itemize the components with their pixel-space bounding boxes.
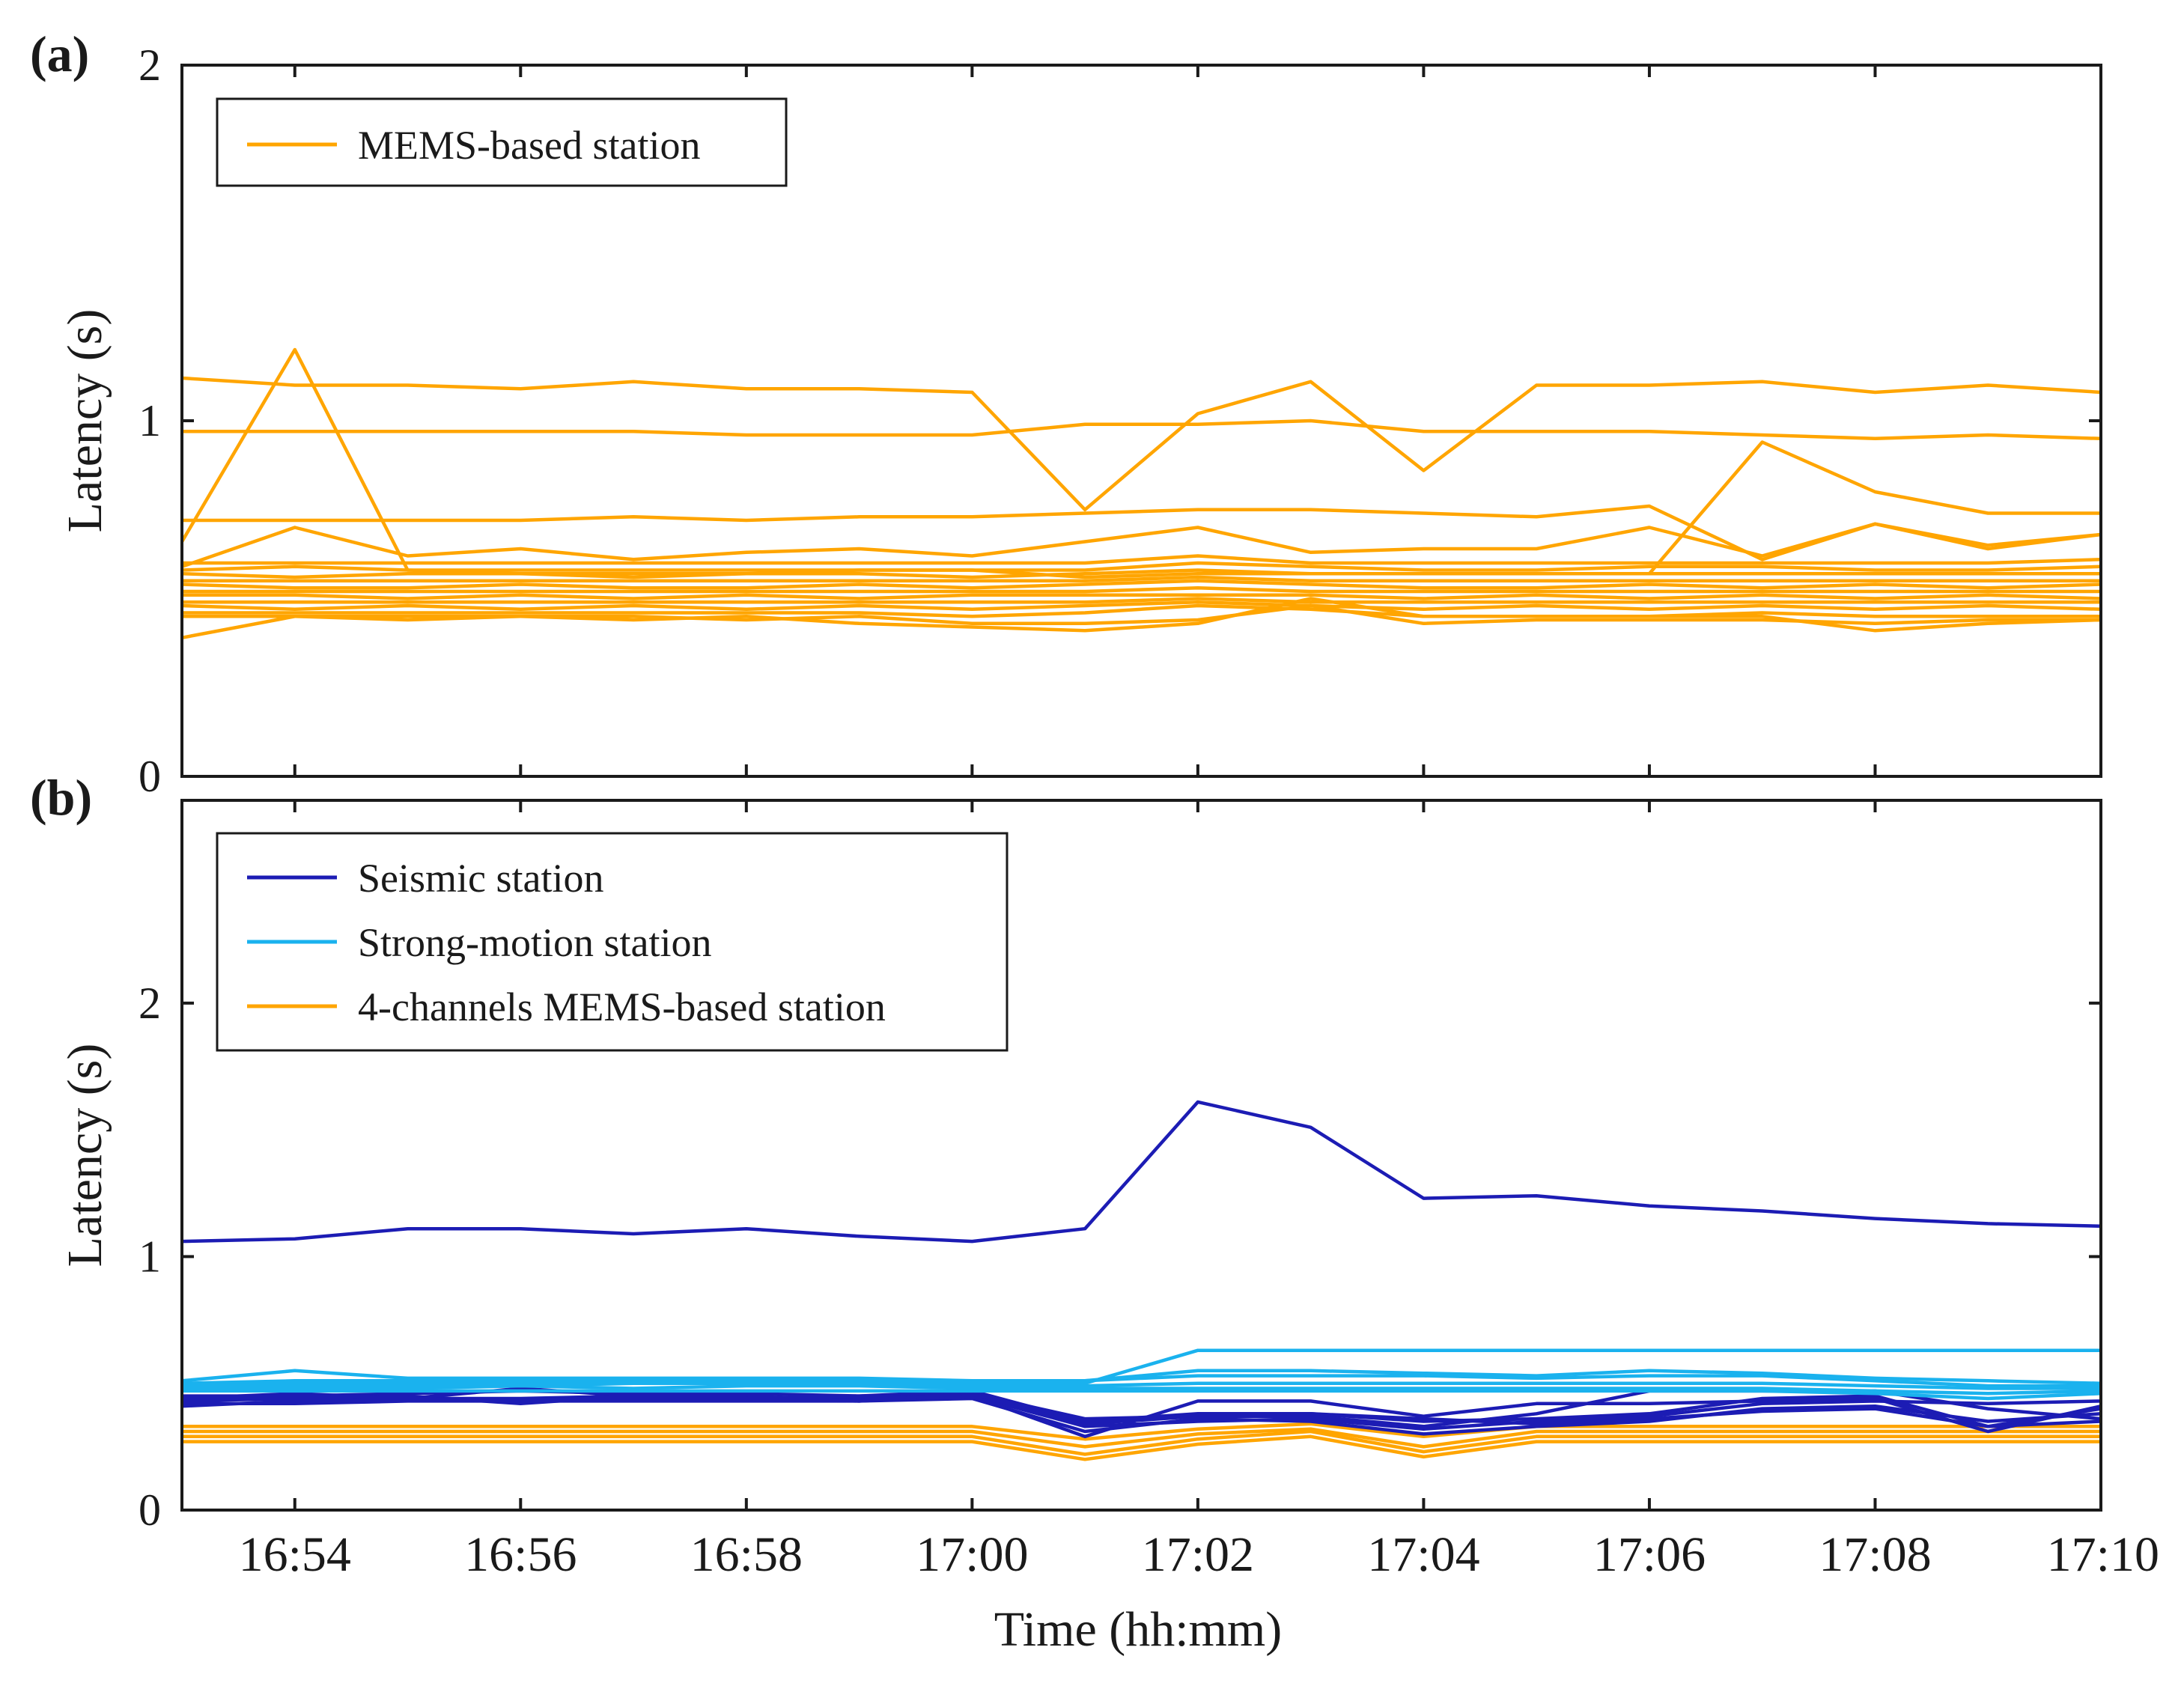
panel-b-y-tick-label-2: 2: [139, 979, 161, 1028]
panel-a-series-line-8: [182, 575, 2101, 583]
x-tick-label-8: 17:10: [2047, 1527, 2159, 1582]
panel-a-legend: MEMS-based station: [216, 97, 788, 187]
panel-a-series-line-0: [181, 376, 2102, 512]
panel-b-series-group: [181, 1100, 2102, 1461]
x-tick-label-2: 16:58: [690, 1527, 803, 1582]
panel-a-series-line-4: [181, 522, 2102, 568]
panel-b-series-line-0: [182, 1422, 2101, 1441]
x-tick-label-5: 17:04: [1367, 1527, 1479, 1582]
panel-a-tag: (a): [30, 25, 89, 82]
legend-label-4ch-mems: 4-channels MEMS-based station: [358, 984, 886, 1029]
panel-a-series-line-13: [181, 600, 2102, 612]
panel-b-y-tick-label-0: 0: [139, 1485, 161, 1535]
legend-label-seismic: Seismic station: [358, 856, 603, 901]
x-tick-label-4: 17:02: [1142, 1527, 1254, 1582]
panel-b-y-tick-label-1: 1: [139, 1232, 161, 1281]
panel-b-series-line-15: [182, 1384, 2102, 1396]
panel-a-series-line-10: [182, 586, 2101, 594]
panel-b-legend: Seismic station Strong-motion station 4-…: [216, 832, 1009, 1052]
panel-b-y-axis: 0 1 2: [139, 979, 2101, 1535]
x-tick-label-1: 16:56: [464, 1527, 577, 1582]
legend-label-mems: MEMS-based station: [358, 123, 700, 168]
panel-a-series-line-1: [182, 419, 2102, 441]
panel-b-legend-box: [216, 832, 1009, 1052]
panel-b-x-axis: 16:54 16:56 16:58 17:00 17:02 17:04 17:06 17:08…: [239, 800, 2159, 1582]
panel-a-series-line-7: [181, 568, 2101, 579]
panel-a: (a) 0 1 2 Latency (s) MEMS-based station: [30, 25, 2102, 801]
panel-b-series-line-11: [182, 1348, 2101, 1385]
panel-a-y-axis-title: Latency (s): [58, 309, 112, 533]
panel-a-legend-box: [216, 97, 788, 187]
panel-a-series-line-6: [181, 561, 2102, 572]
x-tick-label-3: 17:00: [916, 1527, 1028, 1582]
panel-b-series-line-2: [182, 1429, 2101, 1456]
panel-b-series-line-16: [182, 1389, 2102, 1401]
panel-b-y-axis-title: Latency (s): [58, 1044, 112, 1267]
panel-b: (b) 0 1 2 16:54 16:56 16:58 17:00 17:02 17:04 17…: [30, 769, 2159, 1657]
panel-a-y-axis: 0 1 2: [139, 40, 2101, 801]
panel-a-series-group: [180, 347, 2102, 640]
x-axis-title: Time (hh:mm): [994, 1602, 1282, 1657]
panel-a-x-axis: [293, 65, 2102, 776]
panel-b-series-line-13: [181, 1374, 2101, 1388]
panel-b-series-line-3: [182, 1434, 2101, 1461]
panel-a-series-line-14: [182, 603, 2101, 618]
x-tick-label-7: 17:08: [1819, 1527, 1931, 1582]
panel-a-series-line-9: [181, 579, 2102, 590]
x-tick-label-0: 16:54: [239, 1527, 351, 1582]
x-tick-label-6: 17:06: [1593, 1527, 1706, 1582]
panel-b-tag: (b): [30, 769, 92, 826]
panel-a-series-line-11: [182, 593, 2102, 600]
panel-a-series-line-3: [182, 504, 2102, 562]
panel-b-frame: [180, 799, 2102, 1512]
panel-a-series-line-5: [182, 554, 2102, 565]
panel-a-y-tick-label-0: 0: [139, 752, 161, 801]
legend-label-strong-motion: Strong-motion station: [358, 920, 712, 965]
panel-b-series-line-12: [181, 1369, 2102, 1385]
panel-b-series-line-1: [182, 1427, 2101, 1449]
panel-a-series-line-16: [181, 597, 2102, 640]
panel-b-series-line-4: [181, 1100, 2102, 1244]
panel-a-series-line-12: [182, 597, 2101, 604]
panel-a-y-tick-label-2: 2: [139, 40, 161, 90]
panel-a-y-tick-label-1: 1: [139, 396, 161, 445]
